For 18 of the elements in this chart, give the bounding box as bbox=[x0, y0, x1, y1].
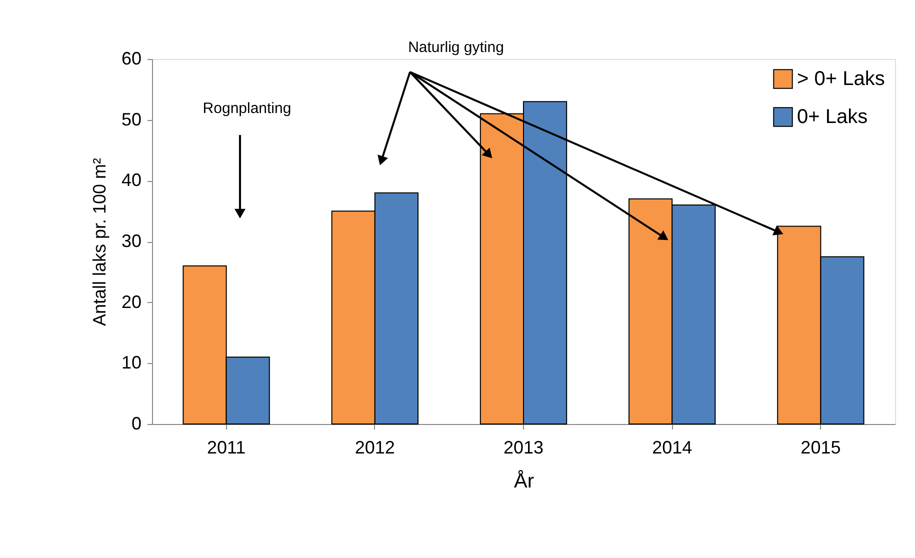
y-tick-label: 10 bbox=[121, 352, 142, 373]
y-tick-label: 50 bbox=[121, 109, 142, 130]
legend-label: > 0+ Laks bbox=[797, 68, 885, 90]
y-tick-label: 30 bbox=[121, 231, 142, 251]
text: Naturlig gyting bbox=[408, 39, 504, 56]
y-axis-title: Antall laks pr. 100 m² bbox=[89, 158, 110, 326]
annotation: Rognplanting bbox=[202, 100, 292, 117]
x-tick-label: 2015 bbox=[800, 438, 841, 458]
x-tick-label: 2014 bbox=[652, 438, 692, 458]
y-tick-label: 40 bbox=[121, 170, 142, 190]
x-tick-label: 2012 bbox=[354, 438, 395, 458]
x-axis-title: År bbox=[514, 470, 534, 492]
y-tick-label: 60 bbox=[121, 48, 142, 68]
legend-label: 0+ Laks bbox=[797, 106, 868, 128]
x-tick-label: 2013 bbox=[503, 438, 544, 458]
x-tick-label: 2011 bbox=[206, 438, 246, 458]
y-tick-label: 20 bbox=[121, 292, 142, 312]
y-tick-label: 0 bbox=[131, 414, 142, 434]
